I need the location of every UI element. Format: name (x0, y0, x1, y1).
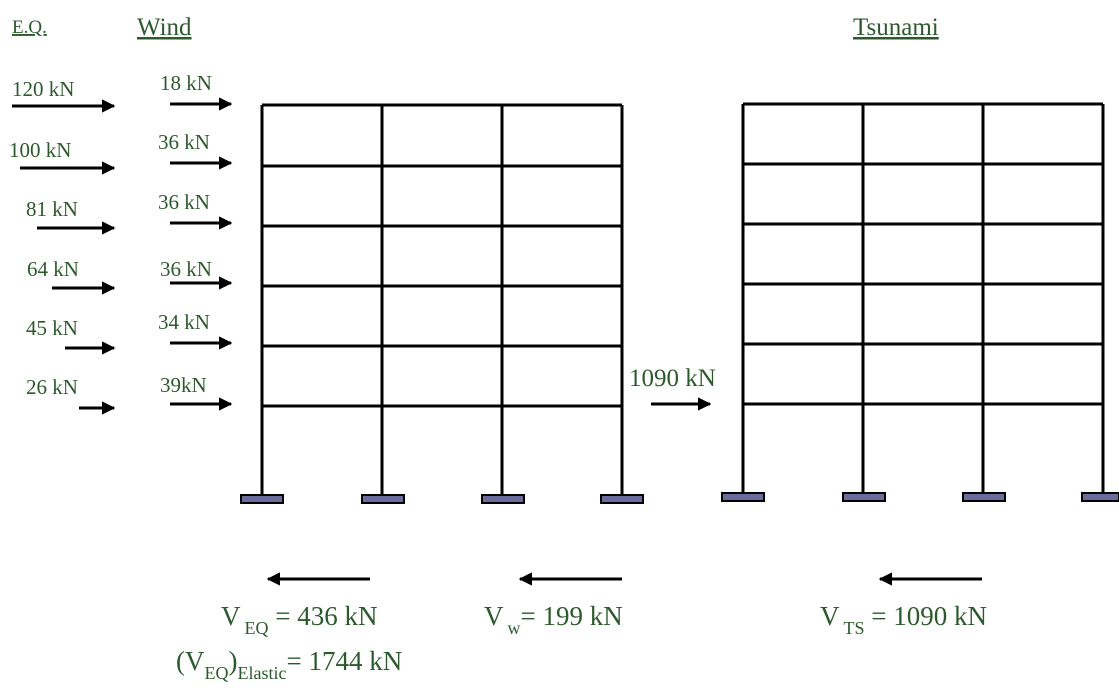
support-left-4 (600, 494, 644, 504)
wind-load-label: 39kN (160, 373, 207, 397)
tsunami-base-shear: V TS = 1090 kN (820, 601, 987, 638)
wind-load-label: 36 kN (158, 190, 210, 214)
support-right-4 (1081, 492, 1119, 502)
wind-load-label: 18 kN (160, 71, 212, 95)
supports (240, 492, 1119, 504)
support-right-3 (962, 492, 1006, 502)
eq-load-label: 81 kN (26, 197, 78, 221)
support-right-1 (721, 492, 765, 502)
wind-load-labels: 18 kN 36 kN 36 kN 36 kN 34 kN 39kN (158, 71, 212, 397)
support-right-2 (842, 492, 886, 502)
right-frame (741, 102, 1105, 494)
eq-base-shear: V EQ = 436 kN (221, 601, 377, 638)
support-left-1 (240, 494, 284, 504)
tsunami-load-label: 1090 kN (629, 365, 716, 392)
eq-heading: E.Q. (12, 17, 47, 38)
eq-arrows (12, 99, 116, 415)
eq-elastic-base-shear: (VEQ)Elastic= 1744 kN (176, 646, 402, 683)
eq-load-label: 45 kN (26, 316, 78, 340)
eq-load-label: 64 kN (27, 257, 79, 281)
eq-load-label: 100 kN (9, 138, 71, 162)
tsunami-heading: Tsunami (853, 14, 939, 41)
wind-load-label: 34 kN (158, 310, 210, 334)
wind-load-label: 36 kN (160, 257, 212, 281)
support-left-2 (361, 494, 405, 504)
support-left-3 (481, 494, 525, 504)
eq-load-label: 120 kN (12, 77, 74, 101)
wind-load-label: 36 kN (158, 130, 210, 154)
eq-load-labels: 120 kN 100 kN 81 kN 64 kN 45 kN 26 kN (9, 77, 79, 399)
wind-heading: Wind (137, 14, 192, 41)
wind-arrows (170, 97, 233, 411)
left-frame (260, 103, 624, 496)
eq-load-label: 26 kN (26, 375, 78, 399)
